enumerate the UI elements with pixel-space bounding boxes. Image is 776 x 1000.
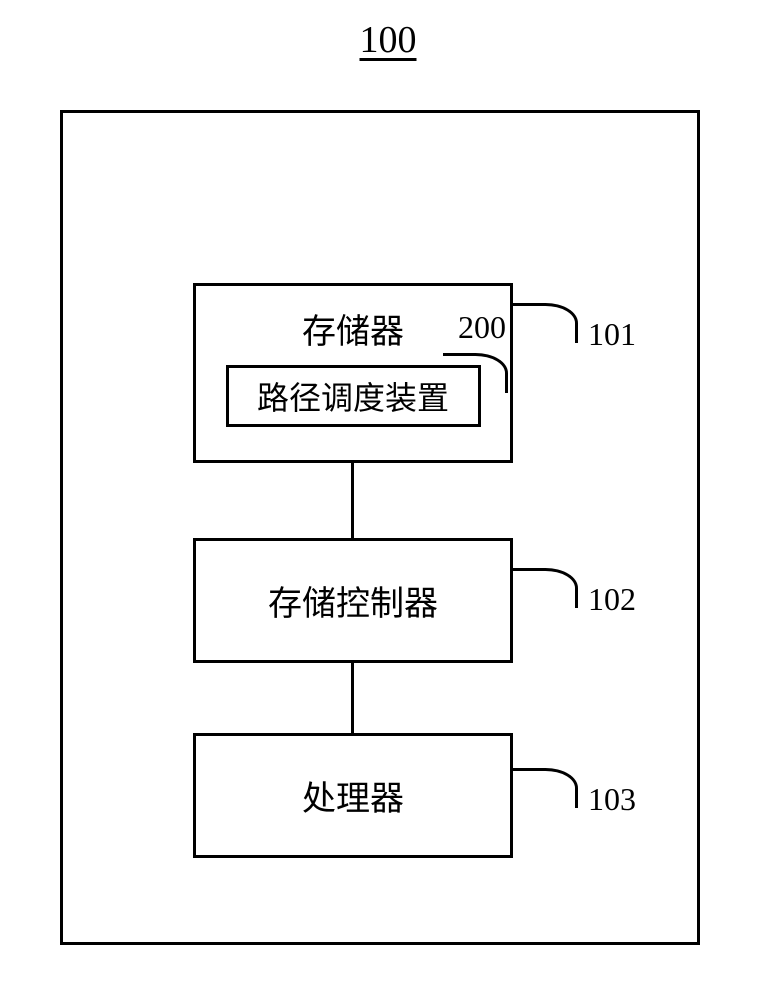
leader-line-200 bbox=[443, 353, 508, 393]
processor-box: 处理器 bbox=[193, 733, 513, 858]
leader-line-101 bbox=[513, 303, 578, 343]
connector-controller-processor bbox=[351, 663, 354, 733]
ref-label-200: 200 bbox=[458, 309, 506, 346]
ref-label-101: 101 bbox=[588, 316, 636, 353]
leader-line-103 bbox=[513, 768, 578, 808]
connector-memory-controller bbox=[351, 463, 354, 538]
system-container-box: 存储器 路径调度装置 200 101 存储控制器 102 处理器 103 bbox=[60, 110, 700, 945]
ref-label-102: 102 bbox=[588, 581, 636, 618]
storage-controller-box: 存储控制器 bbox=[193, 538, 513, 663]
ref-label-103: 103 bbox=[588, 781, 636, 818]
storage-controller-label: 存储控制器 bbox=[268, 576, 438, 625]
leader-line-102 bbox=[513, 568, 578, 608]
diagram-title-number: 100 bbox=[360, 18, 417, 62]
processor-label: 处理器 bbox=[302, 771, 404, 820]
path-scheduler-label: 路径调度装置 bbox=[257, 373, 449, 419]
memory-label: 存储器 bbox=[302, 304, 404, 353]
